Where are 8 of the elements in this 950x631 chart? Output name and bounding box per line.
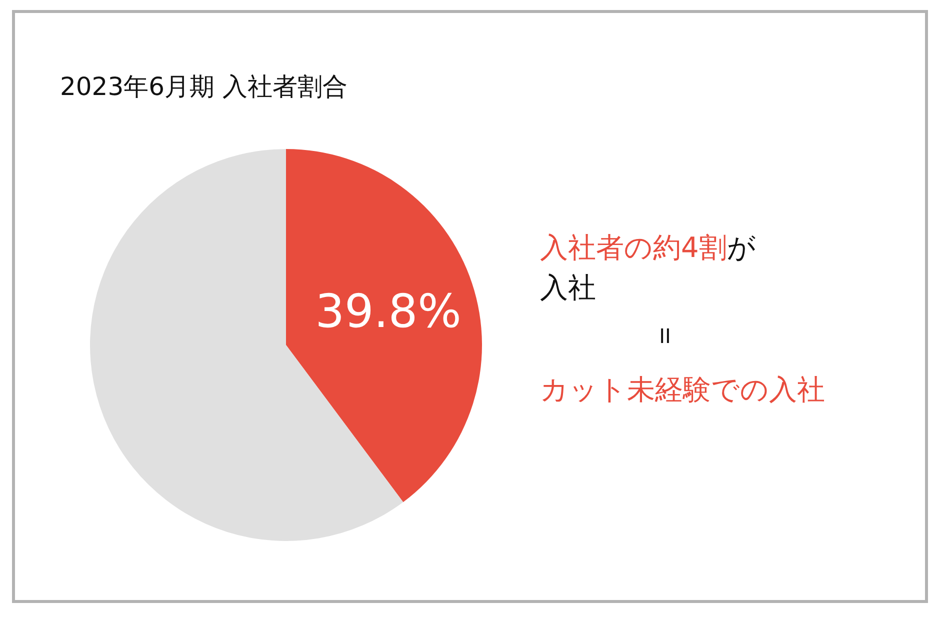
text: 入社者の約4割 [540,231,727,264]
text: カット未経験での入社 [540,372,825,408]
chart-title: 2023年6月期 入社者割合 [60,71,348,103]
data-label: 39.8% [315,284,462,338]
pie-slice [286,149,482,502]
text: が [726,231,756,264]
text: 入社 [540,270,597,306]
text: II [658,323,672,350]
